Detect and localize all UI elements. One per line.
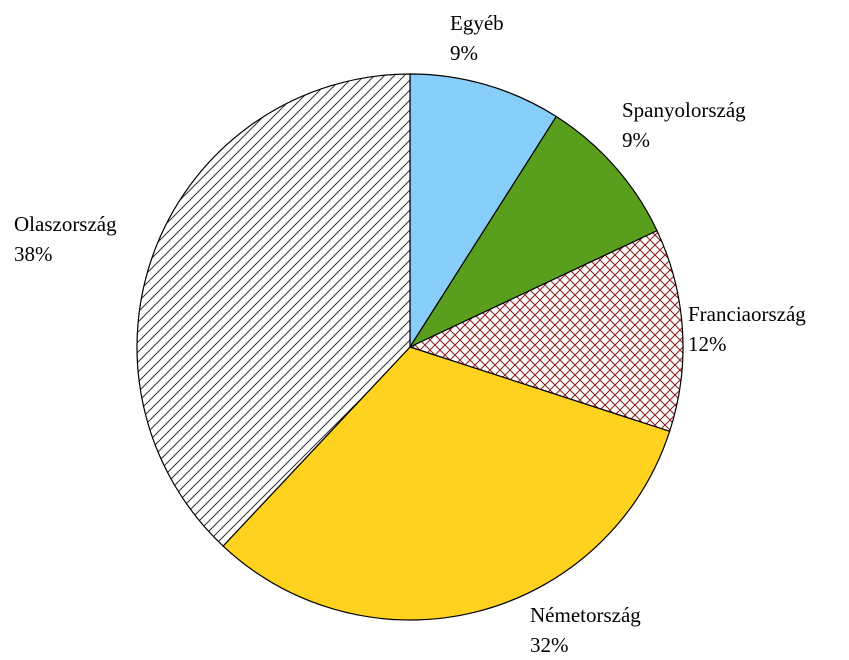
slice-value-label: 9%: [622, 128, 650, 152]
slice-value-label: 9%: [450, 41, 478, 65]
slice-value-label: 12%: [688, 332, 727, 356]
slice-label: Franciaország: [688, 302, 806, 326]
pie-slice: [408, 115, 658, 349]
pie-slice: [222, 346, 671, 621]
slice-label: Olaszország: [14, 212, 117, 236]
slice-value-label: 32%: [530, 633, 569, 657]
slice-label: Egyéb: [450, 11, 504, 35]
slice-label: Németország: [530, 603, 641, 627]
slice-value-label: 38%: [14, 242, 53, 266]
slice-label: Spanyolország: [622, 98, 746, 122]
pie-slice: [409, 73, 558, 350]
pie-slice: [408, 229, 684, 433]
pie-slice: [136, 73, 411, 547]
